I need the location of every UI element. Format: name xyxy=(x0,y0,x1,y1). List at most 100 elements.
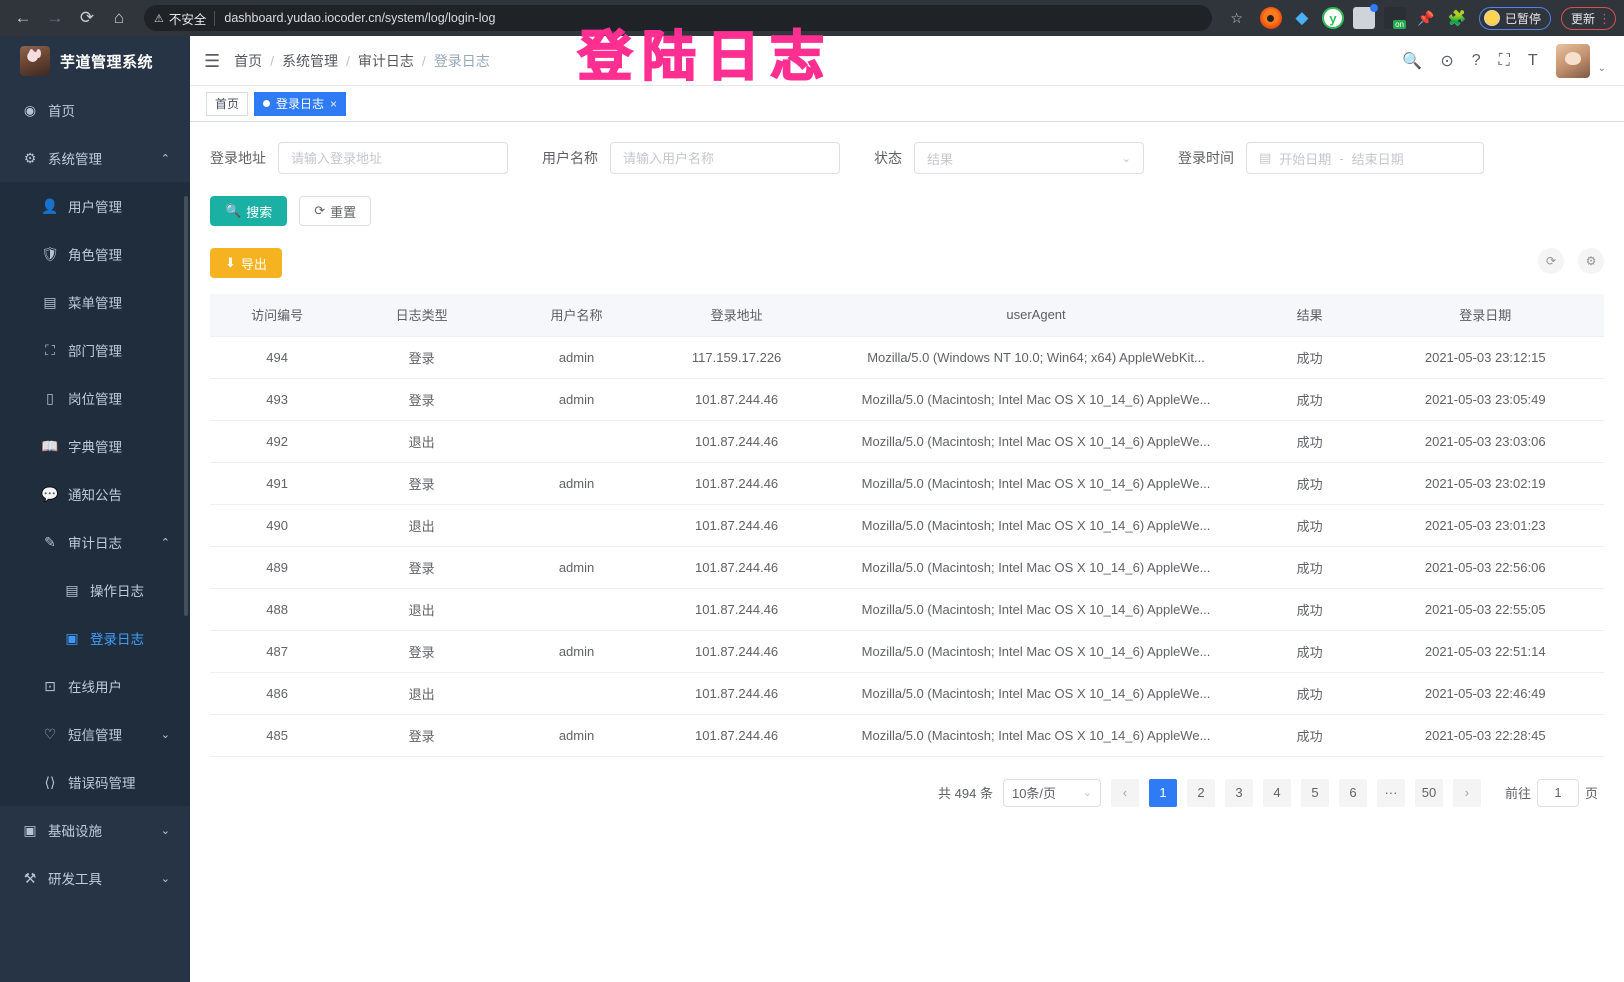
table-row[interactable]: 487 登录 admin 101.87.244.46 Mozilla/5.0 (Maci… xyxy=(210,630,1604,673)
table-row[interactable]: 488 退出 101.87.244.46 Mozilla/5.0 (Macintosh… xyxy=(210,588,1604,631)
breadcrumb-item-2[interactable]: 审计日志 xyxy=(357,52,414,69)
forward-icon[interactable]: → xyxy=(46,8,64,27)
sidebar-item-0[interactable]: ◉ 首页 xyxy=(0,86,190,134)
login-time-daterange[interactable]: ▤ 开始日期 - 结束日期 xyxy=(1246,142,1484,174)
page-button-···[interactable]: ··· xyxy=(1376,778,1405,807)
search-button-label: 搜索 xyxy=(246,204,273,220)
login-address-input[interactable] xyxy=(278,142,508,174)
green-check-extension-icon[interactable]: y xyxy=(1321,7,1344,29)
diamond-extension-icon[interactable]: ◆ xyxy=(1295,8,1309,27)
firefox-extension-icon[interactable] xyxy=(1259,7,1282,29)
sidebar-logo[interactable]: 芋道管理系统 xyxy=(0,36,190,86)
breadcrumb-separator: / xyxy=(270,52,275,69)
chevron-icon: ⌄ xyxy=(160,824,170,837)
sidebar-item-icon: ⚙ xyxy=(23,149,37,166)
page-size-select[interactable]: 10条/页 ⌄ xyxy=(1002,778,1101,807)
update-button[interactable]: 更新 ⋮ xyxy=(1560,6,1616,30)
sidebar-item-13[interactable]: ♡ 短信管理 ⌄ xyxy=(0,710,190,758)
sidebar-item-1[interactable]: ⚙ 系统管理 ⌃ xyxy=(0,134,190,182)
page-button-1[interactable]: 1 xyxy=(1148,778,1177,807)
table-row[interactable]: 491 登录 admin 101.87.244.46 Mozilla/5.0 (Maci… xyxy=(210,462,1604,505)
font-size-icon[interactable]: T xyxy=(1527,51,1538,69)
sidebar-item-8[interactable]: 💬 通知公告 xyxy=(0,470,190,518)
tag-item-1[interactable]: 登录日志 × xyxy=(254,91,347,116)
table-cell: 退出 xyxy=(344,672,500,715)
sidebar-item-9[interactable]: ✎ 审计日志 ⌃ xyxy=(0,518,190,566)
back-icon[interactable]: ← xyxy=(14,8,32,27)
breadcrumb-item-0[interactable]: 首页 xyxy=(234,52,263,69)
sidebar-scrollbar[interactable] xyxy=(184,196,188,616)
refresh-tool-icon[interactable]: ⟳ xyxy=(1538,248,1564,274)
sidebar-item-3[interactable]: 🛡 角色管理 xyxy=(0,230,190,278)
clipboard-extension-icon[interactable] xyxy=(1352,4,1378,29)
toggle-on-extension-icon[interactable]: on xyxy=(1383,7,1406,29)
sidebar-item-2[interactable]: 👤 用户管理 xyxy=(0,182,190,230)
table-cell: 101.87.244.46 xyxy=(653,588,820,631)
table-row[interactable]: 485 登录 admin 101.87.244.46 Mozilla/5.0 (Maci… xyxy=(210,714,1604,757)
fullscreen-icon[interactable]: ⛶ xyxy=(1498,51,1510,69)
github-icon[interactable]: ⊙ xyxy=(1440,52,1454,70)
page-jump-input[interactable] xyxy=(1536,778,1579,807)
username-input[interactable] xyxy=(610,142,840,174)
breadcrumb-item-3: 登录日志 xyxy=(433,52,490,69)
home-icon[interactable]: ⌂ xyxy=(113,8,125,27)
page-button-4[interactable]: 4 xyxy=(1262,778,1291,807)
insecure-warning-icon: ⚠ xyxy=(154,12,164,25)
sidebar-item-6[interactable]: ▯ 岗位管理 xyxy=(0,374,190,422)
address-bar[interactable]: ⚠ 不安全 dashboard.yudao.iocoder.cn/system/… xyxy=(144,5,1213,31)
search-button[interactable]: 🔍 搜索 xyxy=(210,196,288,226)
chevron-down-icon[interactable]: ⌄ xyxy=(1597,62,1606,74)
table-cell: 2021-05-03 23:03:06 xyxy=(1366,420,1604,463)
table-cell: 494 xyxy=(210,336,345,379)
table-cell: 2021-05-03 22:56:06 xyxy=(1366,546,1604,589)
sidebar-item-4[interactable]: ▤ 菜单管理 xyxy=(0,278,190,326)
page-button-3[interactable]: 3 xyxy=(1224,778,1253,807)
sidebar-item-icon: ⚒ xyxy=(23,869,37,886)
reload-icon[interactable]: ⟳ xyxy=(79,8,95,27)
table-row[interactable]: 489 登录 admin 101.87.244.46 Mozilla/5.0 (Maci… xyxy=(210,546,1604,589)
sidebar-toggle-icon[interactable]: ☰ xyxy=(204,50,221,71)
reset-button[interactable]: ⟳ 重置 xyxy=(299,196,372,226)
table-header-row: 访问编号 日志类型 用户名称 登录地址 userAgent 结果 登录日期 xyxy=(210,294,1604,337)
search-icon[interactable]: 🔍 xyxy=(1402,52,1423,70)
table-row[interactable]: 486 退出 101.87.244.46 Mozilla/5.0 (Macintosh… xyxy=(210,672,1604,715)
help-icon[interactable]: ? xyxy=(1471,51,1481,69)
breadcrumb-item-1[interactable]: 系统管理 xyxy=(282,52,339,69)
sidebar-item-5[interactable]: ⛶ 部门管理 xyxy=(0,326,190,374)
sidebar-item-14[interactable]: ⟨⟩ 错误码管理 xyxy=(0,758,190,806)
table-cell: 退出 xyxy=(344,420,500,463)
table-cell: 101.87.244.46 xyxy=(653,378,820,421)
sidebar-item-15[interactable]: ▣ 基础设施 ⌄ xyxy=(0,806,190,854)
sidebar-item-11[interactable]: ▣ 登录日志 xyxy=(0,614,190,662)
kebab-menu-icon[interactable]: ⋮ xyxy=(1598,10,1611,26)
table-cell: Mozilla/5.0 (Macintosh; Intel Mac OS X 1… xyxy=(819,672,1253,715)
table-row[interactable]: 490 退出 101.87.244.46 Mozilla/5.0 (Macintosh… xyxy=(210,504,1604,547)
sidebar-item-10[interactable]: ▤ 操作日志 xyxy=(0,566,190,614)
pin-extension-icon[interactable]: 📌 xyxy=(1417,9,1435,26)
sidebar-item-icon: 💬 xyxy=(41,485,59,502)
next-page-button[interactable]: › xyxy=(1452,778,1481,807)
page-button-50[interactable]: 50 xyxy=(1414,778,1443,807)
sidebar-item-16[interactable]: ⚒ 研发工具 ⌄ xyxy=(0,854,190,902)
puzzle-extensions-icon[interactable]: 🧩 xyxy=(1447,10,1467,27)
close-icon[interactable]: × xyxy=(330,96,338,111)
column-settings-tool-icon[interactable]: ⚙ xyxy=(1578,248,1604,274)
prev-page-button[interactable]: ‹ xyxy=(1110,778,1139,807)
sidebar-item-12[interactable]: ⊡ 在线用户 xyxy=(0,662,190,710)
search-form: 登录地址 用户名称 状态 结果 ⌄ xyxy=(210,142,1604,174)
start-date-placeholder: 开始日期 xyxy=(1279,151,1332,167)
sidebar-item-7[interactable]: 📖 字典管理 xyxy=(0,422,190,470)
paused-status-button[interactable]: 已暂停 xyxy=(1478,6,1551,30)
avatar[interactable] xyxy=(1555,43,1590,78)
status-select[interactable]: 结果 ⌄ xyxy=(914,142,1144,174)
table-row[interactable]: 493 登录 admin 101.87.244.46 Mozilla/5.0 (Maci… xyxy=(210,378,1604,421)
page-button-6[interactable]: 6 xyxy=(1338,778,1367,807)
page-button-2[interactable]: 2 xyxy=(1186,778,1215,807)
table-cell: 489 xyxy=(210,546,345,589)
export-button[interactable]: ⬇ 导出 xyxy=(210,248,282,278)
table-row[interactable]: 492 退出 101.87.244.46 Mozilla/5.0 (Macintosh… xyxy=(210,420,1604,463)
tag-item-0[interactable]: 首页 xyxy=(206,91,249,116)
bookmark-star-icon[interactable]: ☆ xyxy=(1230,9,1243,26)
table-row[interactable]: 494 登录 admin 117.159.17.226 Mozilla/5.0 (Win… xyxy=(210,336,1604,379)
page-button-5[interactable]: 5 xyxy=(1300,778,1329,807)
